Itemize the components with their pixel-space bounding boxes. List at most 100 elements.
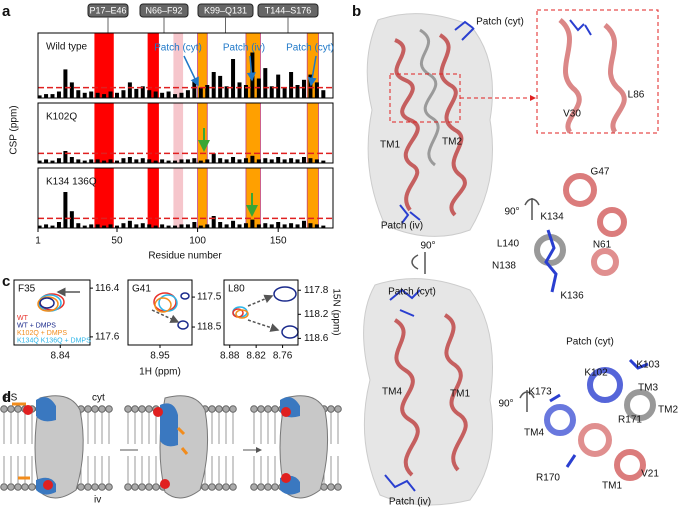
structure-label: 90° — [504, 207, 519, 218]
lipid-head — [334, 405, 342, 413]
bar — [224, 86, 229, 98]
bar — [121, 223, 126, 228]
subplot-label: Wild type — [46, 42, 88, 53]
bar — [185, 90, 190, 98]
bar — [218, 158, 223, 163]
bar — [198, 87, 203, 98]
bar — [121, 158, 126, 163]
structure-label: K102 — [584, 368, 608, 379]
bar — [314, 82, 319, 98]
bar — [314, 159, 319, 163]
lipid-head — [215, 405, 223, 413]
highlight-band — [147, 103, 159, 163]
lipid-head — [138, 405, 146, 413]
x-tick-label: 50 — [111, 236, 123, 247]
x-tick-label: 8.95 — [150, 351, 170, 362]
x-tick-label: 8.84 — [51, 351, 71, 362]
annotation: Patch (cyt) — [286, 43, 334, 54]
bar — [76, 90, 81, 98]
lipid-head — [98, 405, 106, 413]
bar — [140, 158, 145, 163]
bar — [237, 159, 242, 163]
bar — [282, 224, 287, 228]
lipid-head — [91, 483, 99, 491]
plot-frame — [37, 167, 334, 229]
bar — [263, 158, 268, 163]
lipid-head — [327, 483, 335, 491]
diagram-label: cyt — [92, 393, 105, 404]
x-tick-label: 8.82 — [246, 351, 266, 362]
bar — [89, 159, 94, 163]
diagram-label: iv — [94, 495, 101, 506]
bar — [301, 157, 306, 163]
y-tick-label: 117.6 — [95, 332, 120, 343]
bar — [114, 92, 119, 98]
annotation-arrow — [246, 55, 256, 82]
lipid-head — [0, 405, 8, 413]
lipid-head — [257, 483, 265, 491]
bar — [140, 223, 145, 228]
lipid-head — [201, 483, 209, 491]
highlight-band — [173, 33, 184, 98]
lipid-head — [105, 483, 113, 491]
bar — [211, 153, 216, 163]
annotation-arrow — [307, 55, 317, 87]
lipid-head — [215, 483, 223, 491]
bar — [89, 91, 94, 98]
panel-letter: d — [2, 389, 11, 406]
x-axis-label: 1H (ppm) — [139, 367, 181, 378]
structure-label: TM4 — [382, 387, 402, 398]
bar — [276, 74, 281, 98]
bar — [160, 159, 165, 163]
lipid-head — [7, 483, 15, 491]
bar — [147, 90, 152, 98]
structure-label: K136 — [560, 291, 584, 302]
lipid-head — [131, 405, 139, 413]
structure-label: V30 — [563, 109, 581, 120]
structure-label: N61 — [593, 240, 612, 251]
subplot-label: K134 136Q — [46, 177, 97, 188]
bar — [173, 94, 178, 98]
bar — [224, 159, 229, 163]
plot-frame — [37, 32, 334, 99]
bar — [231, 59, 236, 98]
highlight-band — [94, 168, 114, 228]
lipid-head — [84, 483, 92, 491]
bar — [231, 157, 236, 163]
bar — [198, 225, 203, 228]
bar — [243, 85, 248, 98]
lipid-head — [264, 483, 272, 491]
bar — [121, 90, 126, 98]
bar — [301, 79, 306, 98]
highlight-band — [173, 103, 184, 163]
y-axis-label: CSP (ppm) — [9, 105, 20, 154]
bar — [50, 160, 55, 163]
bar — [192, 79, 197, 98]
structure-label: Patch (cyt) — [388, 287, 436, 298]
highlight-band — [147, 168, 159, 228]
lipid-head — [222, 483, 230, 491]
bar — [76, 223, 81, 228]
legend-entry: WT + DMPS — [17, 322, 56, 329]
bar — [166, 160, 171, 163]
panel-letter: b — [352, 3, 361, 20]
structure-label: 90° — [420, 241, 435, 252]
lipid-head — [222, 405, 230, 413]
bar — [69, 82, 74, 98]
bar — [211, 216, 216, 228]
structure-label: K103 — [636, 360, 660, 371]
structure-label: K173 — [528, 387, 552, 398]
bar — [56, 91, 61, 98]
bar — [102, 160, 107, 163]
bar — [211, 72, 216, 98]
bar — [44, 94, 49, 98]
legend-entry: K102Q + DMPS — [17, 330, 67, 337]
structure-label: N138 — [492, 261, 516, 272]
bar — [237, 82, 242, 98]
bar — [95, 224, 100, 228]
x-tick-label: 100 — [189, 236, 206, 247]
legend-entry: K134Q K136Q + DMPS — [17, 337, 91, 344]
bar — [276, 222, 281, 228]
lipid-head — [264, 405, 272, 413]
